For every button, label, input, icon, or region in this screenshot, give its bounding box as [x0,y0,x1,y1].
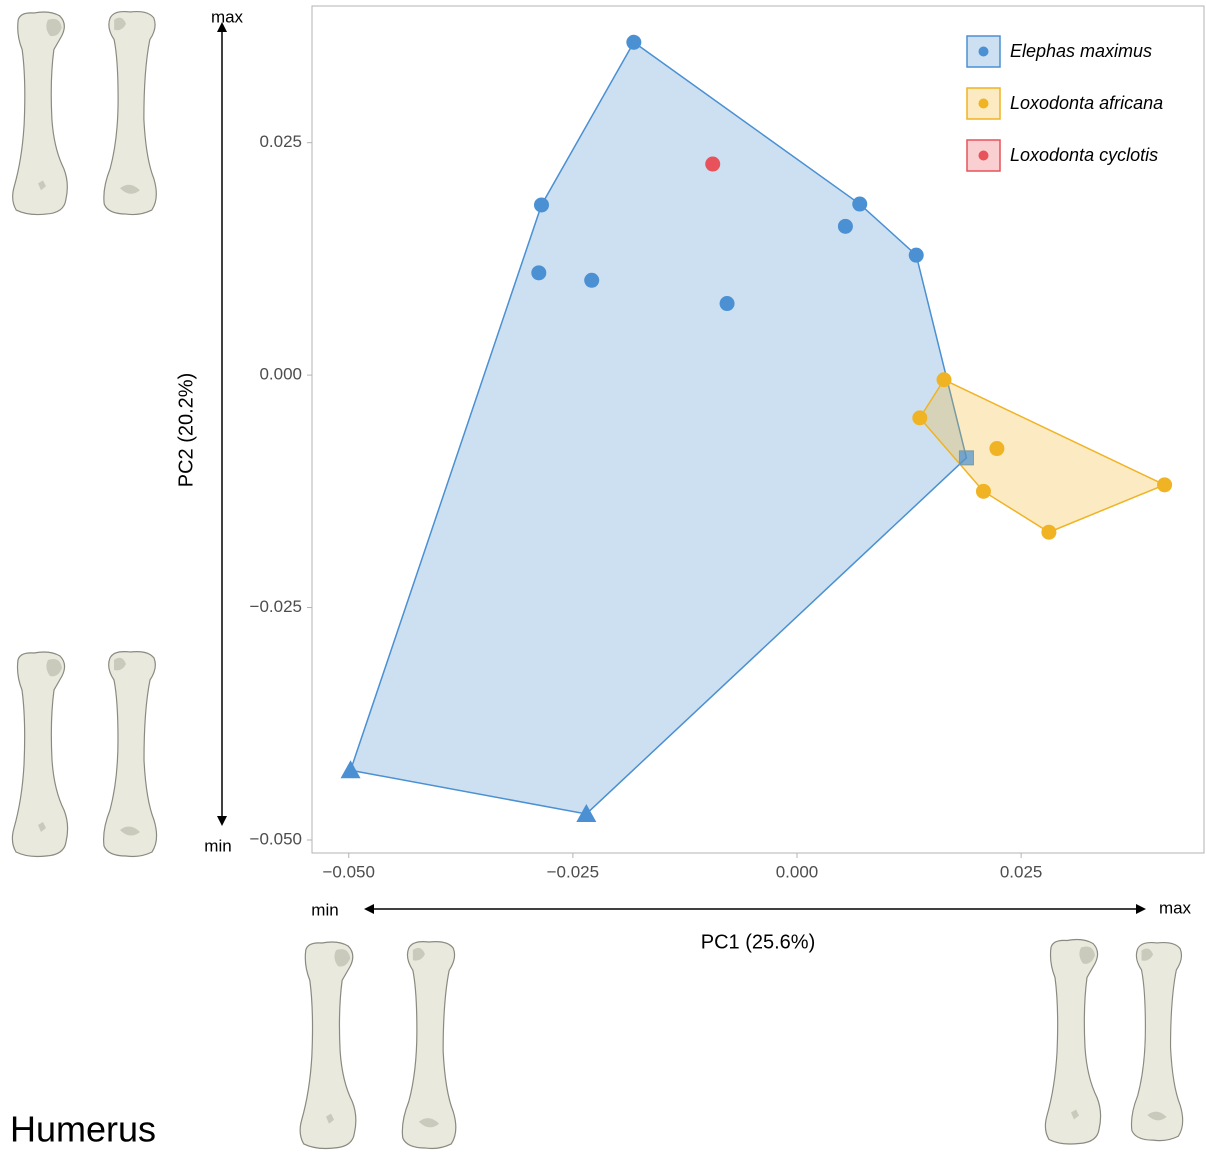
y-tick-label: −0.050 [250,829,302,848]
point [909,248,924,263]
point [1041,525,1056,540]
panel-label: Humerus [10,1109,156,1150]
point [976,484,991,499]
legend-marker [979,47,989,57]
annotation: min [204,836,231,855]
bone-image [1131,943,1182,1141]
point [584,273,599,288]
bone-image [300,942,356,1148]
bone-image [402,942,455,1149]
point [1157,477,1172,492]
x-axis-title: PC1 (25.6%) [701,931,816,953]
figure: max min min max PC1 (25.6%) PC2 (20.2%) … [0,0,1207,1156]
x-tick-label: −0.050 [323,862,375,881]
legend-label: Elephas maximus [1010,41,1152,61]
x-tick-label: 0.025 [1000,862,1043,881]
point [720,296,735,311]
annotation: min [311,900,338,919]
point [626,35,641,50]
y-tick-label: 0.000 [259,365,302,384]
point [937,372,952,387]
y-tick-label: −0.025 [250,597,302,616]
point [531,265,546,280]
x-tick-label: −0.025 [547,862,599,881]
y-tick-label: 0.025 [259,132,302,151]
legend-label: Loxodonta africana [1010,93,1163,113]
annotation: max [211,7,244,26]
point [705,157,720,172]
y-axis-title: PC2 (20.2%) [175,373,197,488]
x-tick-label: 0.000 [776,862,819,881]
point [959,451,973,465]
legend-marker [979,99,989,109]
point [852,197,867,212]
point [912,410,927,425]
legend-label: Loxodonta cyclotis [1010,145,1158,165]
annotation: max [1159,898,1192,917]
bone-image [1045,940,1100,1145]
point [989,441,1004,456]
bone-image [12,652,67,857]
legend-marker [979,151,989,161]
point [838,219,853,234]
bone-image [13,12,68,215]
point [534,197,549,212]
bone-image [104,652,157,857]
bone-image [104,12,156,215]
